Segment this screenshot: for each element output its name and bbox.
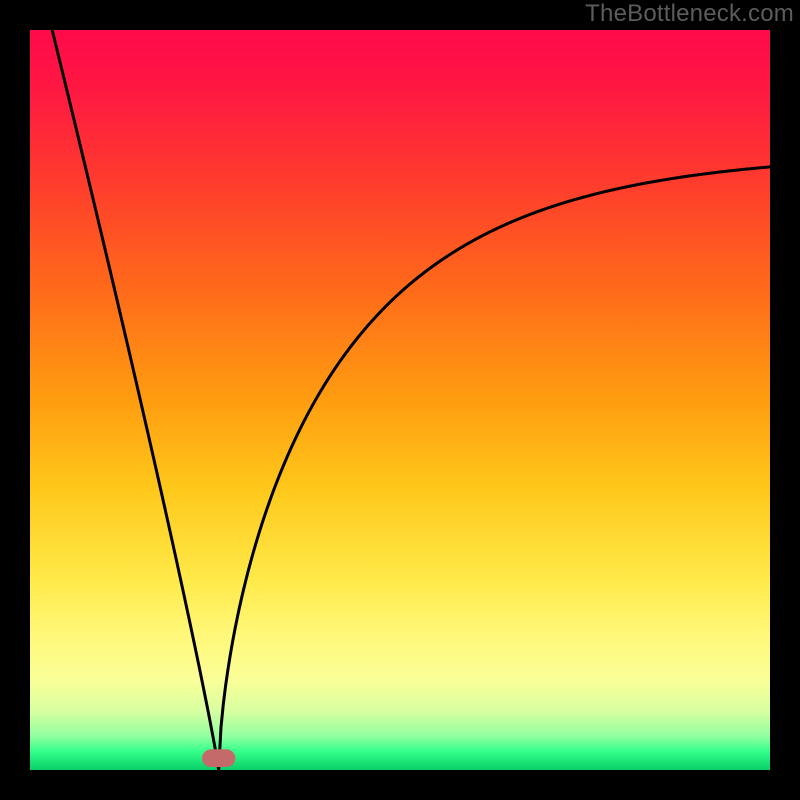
bottleneck-chart — [0, 0, 800, 800]
minimum-marker — [202, 749, 235, 767]
chart-container: TheBottleneck.com — [0, 0, 800, 800]
watermark-text: TheBottleneck.com — [585, 0, 794, 28]
